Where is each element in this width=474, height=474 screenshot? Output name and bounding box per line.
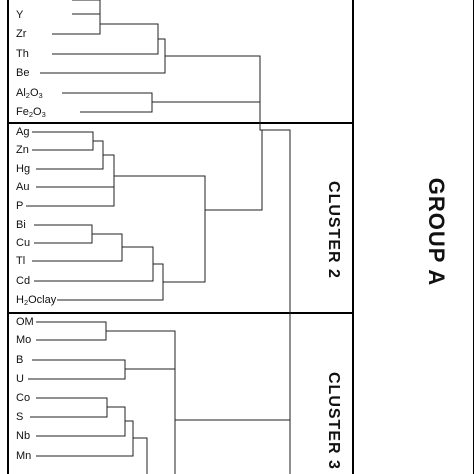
leaf-label-p: P [16, 200, 24, 212]
branch [106, 330, 176, 474]
leaf-label-al2o3: Al2O3 [16, 87, 43, 100]
leaf-label-cd: Cd [16, 275, 31, 287]
branch [114, 175, 206, 230]
leaf-label-tl: Tl [16, 255, 26, 267]
leaf-label-om: OM [16, 316, 34, 328]
leaf-label-h2oclay: H2Oclay [16, 294, 57, 307]
branch [30, 397, 108, 418]
branch [205, 79, 263, 211]
cluster-1-box [7, 0, 354, 124]
leaf-label-cu: Cu [16, 237, 31, 249]
dendrogram-branches [26, 0, 291, 474]
branch [26, 186, 115, 207]
branch [62, 92, 153, 113]
leaf-label-y: Y [16, 9, 24, 21]
branch [72, 0, 101, 15]
cluster-2-label: CLUSTER 2 [325, 181, 342, 279]
leaf-label-hg: Hg [16, 163, 31, 175]
leaf-label-zr: Zr [16, 28, 27, 40]
leaf-label-fe2o3: Fe2O3 [16, 106, 46, 119]
branch [52, 14, 101, 35]
branch [32, 233, 123, 262]
branch [34, 246, 154, 282]
leaf-label-nb: Nb [16, 430, 31, 442]
leaf-label-th: Th [16, 48, 29, 60]
branch [40, 38, 166, 74]
branch [163, 230, 206, 283]
leaf-label-b: B [16, 354, 24, 366]
branch [152, 55, 261, 103]
leaf-label-mo: Mo [16, 334, 32, 346]
branch [52, 23, 159, 55]
branch [103, 154, 115, 196]
branch [34, 224, 93, 244]
group-a-label: GROUP A [424, 177, 449, 287]
leaf-label-bi: Bi [16, 219, 26, 231]
cluster-2-box [7, 122, 354, 314]
branch [57, 263, 164, 301]
branch [262, 129, 291, 474]
branch [36, 321, 107, 341]
leaf-label-zn: Zn [16, 144, 29, 156]
leaf-label-u: U [16, 373, 24, 385]
leaf-label-s: S [16, 411, 24, 423]
branch [36, 420, 134, 457]
branch [36, 406, 126, 437]
cluster-3-box [7, 312, 354, 474]
branch [32, 131, 94, 151]
group-a-box [352, 0, 474, 474]
leaf-label-mn: Mn [16, 450, 32, 462]
branch [133, 437, 148, 474]
leaf-label-co: Co [16, 392, 31, 404]
leaf-label-ag: Ag [16, 126, 30, 138]
branch [28, 359, 126, 380]
leaf-label-au: Au [16, 181, 30, 193]
leaf-label-be: Be [16, 67, 30, 79]
cluster-3-label: CLUSTER 3 [325, 372, 342, 470]
